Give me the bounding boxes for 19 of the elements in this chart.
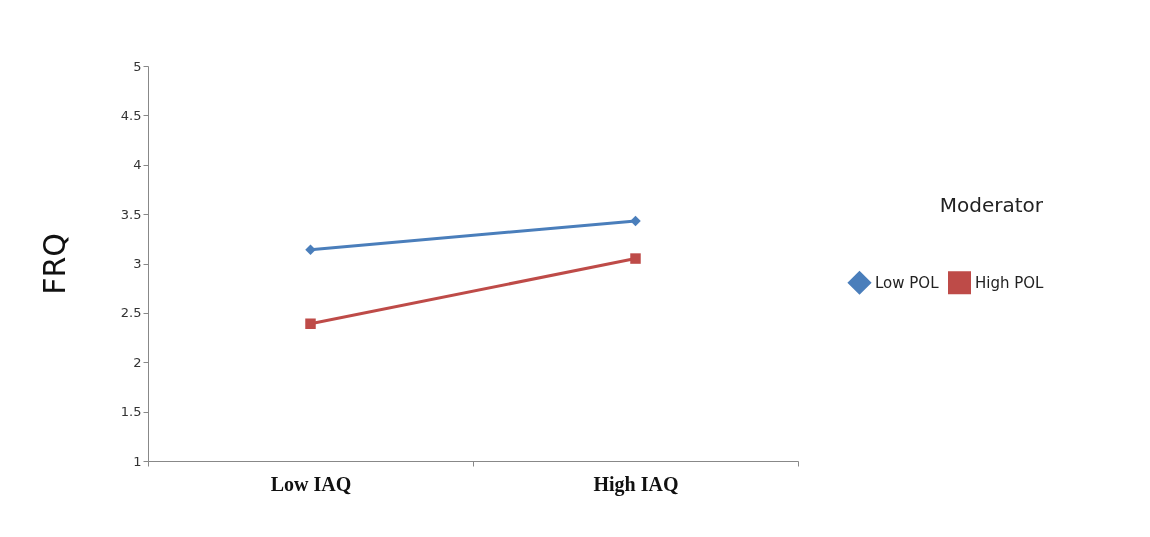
y-tick-label: 2.5 [120, 305, 142, 321]
x-tick-label: High IAQ [593, 472, 679, 496]
x-tick-label: Low IAQ [270, 472, 352, 495]
legend-label: Low POL [875, 273, 940, 292]
point [630, 215, 641, 227]
y-tick-label: 1 [133, 453, 142, 469]
legend-title: Moderator [939, 193, 1044, 217]
y-tick-label: 3.5 [120, 206, 142, 222]
y-axis-title: FRQ [36, 233, 72, 295]
point [305, 318, 316, 329]
y-tick-label: 2 [133, 354, 142, 370]
point [305, 244, 316, 255]
y-tick-label: 5 [133, 58, 142, 74]
y-tick-label: 3 [133, 256, 142, 271]
y-tick-label: 4 [133, 157, 142, 173]
point [630, 253, 641, 264]
legend-label: High POL [975, 273, 1045, 292]
y-tick-label: 4.5 [120, 107, 142, 123]
y-tick-label: 1.5 [120, 404, 142, 420]
